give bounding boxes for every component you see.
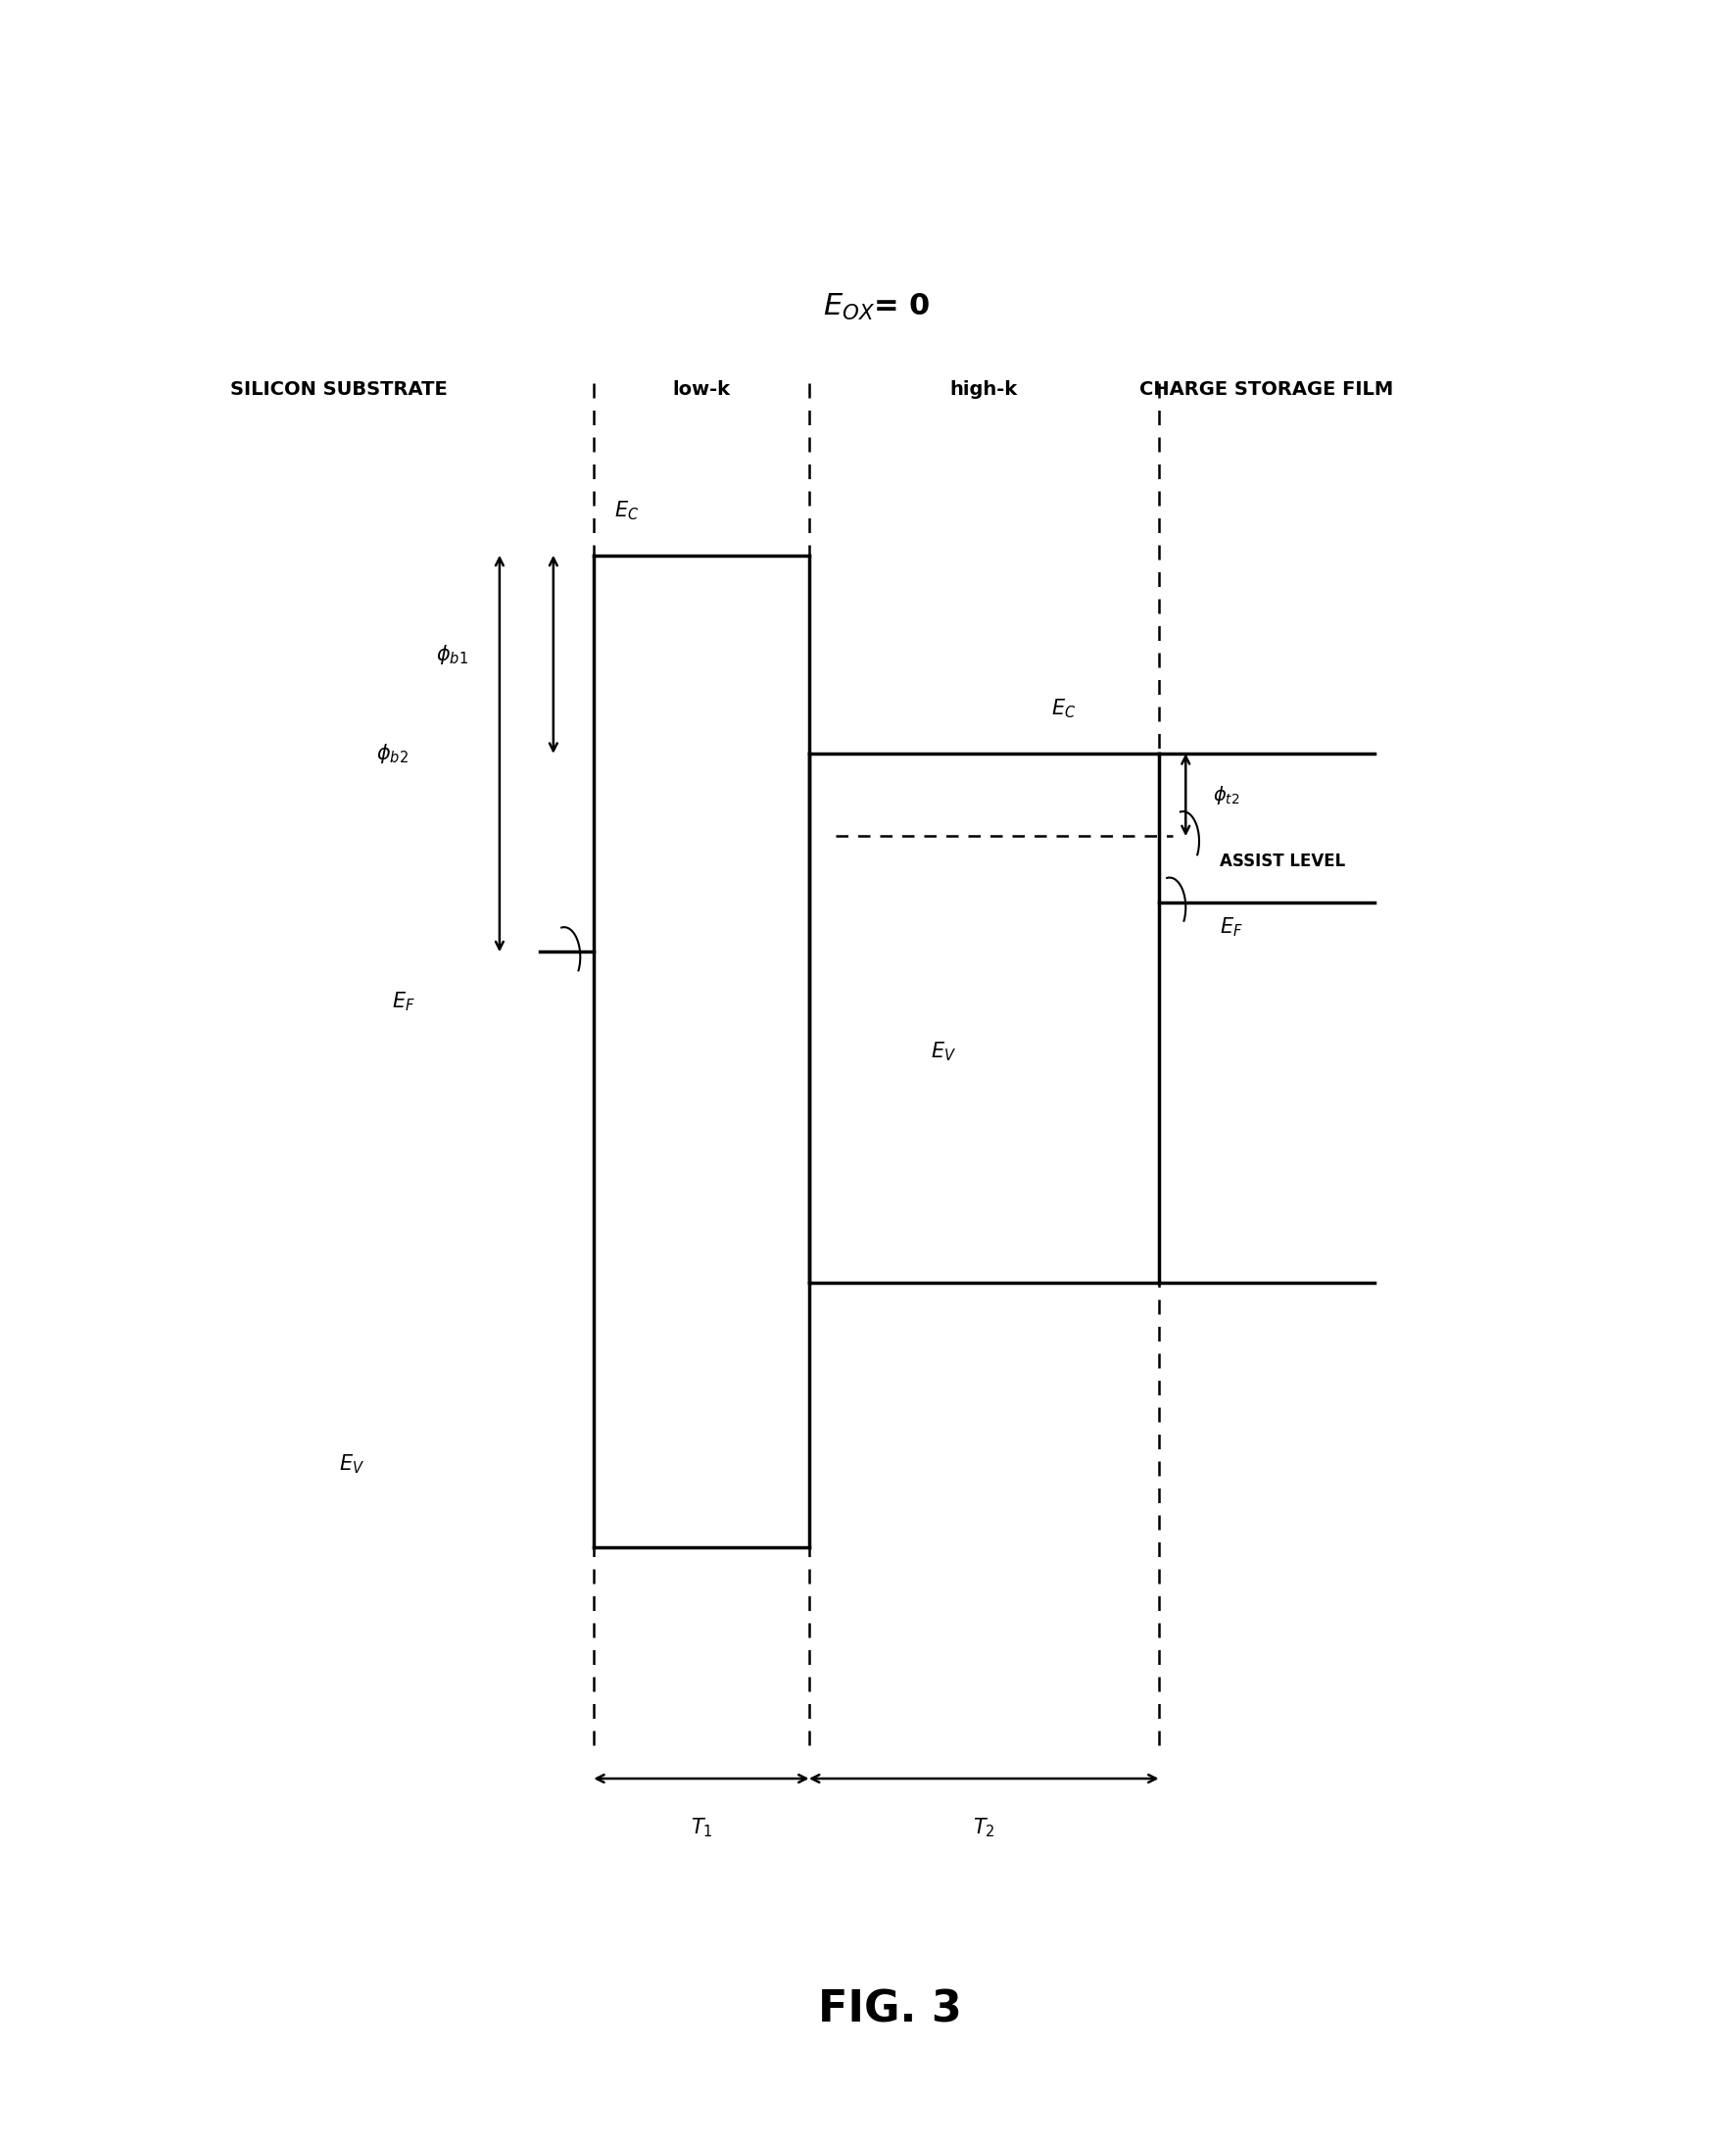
Text: ASSIST LEVEL: ASSIST LEVEL xyxy=(1219,852,1345,870)
Text: $\phi_{b2}$: $\phi_{b2}$ xyxy=(375,743,408,764)
Text: $T_1$: $T_1$ xyxy=(691,1816,712,1840)
Text: $T_2$: $T_2$ xyxy=(972,1816,995,1840)
Text: low-k: low-k xyxy=(672,380,731,399)
Text: SILICON SUBSTRATE: SILICON SUBSTRATE xyxy=(231,380,448,399)
Text: $E_V$: $E_V$ xyxy=(339,1454,365,1475)
Text: $E_F$: $E_F$ xyxy=(1219,915,1243,938)
Text: $E_{OX}$= 0: $E_{OX}$= 0 xyxy=(823,292,930,322)
Text: $\phi_{b1}$: $\phi_{b1}$ xyxy=(436,642,469,666)
Text: CHARGE STORAGE FILM: CHARGE STORAGE FILM xyxy=(1139,380,1394,399)
Text: $E_V$: $E_V$ xyxy=(930,1039,957,1063)
Text: $E_F$: $E_F$ xyxy=(392,990,415,1013)
Text: high-k: high-k xyxy=(950,380,1017,399)
Text: $\phi_{t2}$: $\phi_{t2}$ xyxy=(1212,784,1240,805)
Text: $E_C$: $E_C$ xyxy=(1050,698,1076,721)
Text: $E_C$: $E_C$ xyxy=(615,498,639,522)
Text: FIG. 3: FIG. 3 xyxy=(818,1988,962,2031)
